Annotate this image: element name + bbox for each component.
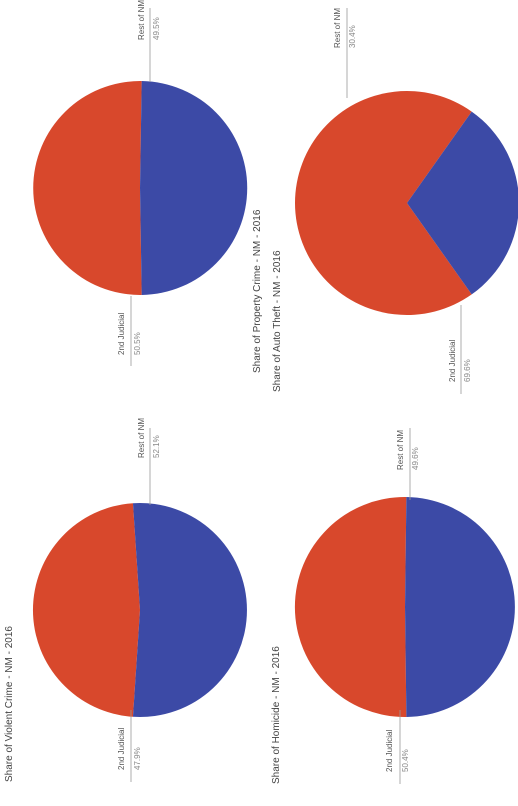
slice-label-rest-of-nm: Rest of NM xyxy=(333,8,342,48)
chart-property-crime: Share of Property Crime - NM - 2016 2nd … xyxy=(33,0,263,373)
pie-slice-2nd-judicial xyxy=(294,496,407,717)
slice-label-rest-of-nm: Rest of NM xyxy=(137,0,146,40)
chart-title: Share of Property Crime - NM - 2016 xyxy=(252,209,263,373)
chart-title: Share of Auto Theft - NM - 2016 xyxy=(272,250,283,392)
slice-value-2nd-judicial: 50.5% xyxy=(133,332,142,355)
slice-value-rest-of-nm: 30.4% xyxy=(348,25,357,48)
chart-homicide: Share of Homicide - NM - 2016 2nd Judici… xyxy=(271,428,515,784)
pie-slice-rest-of-nm xyxy=(405,497,515,717)
chart-auto-theft: Share of Auto Theft - NM - 2016 2nd Judi… xyxy=(272,8,518,394)
chart-title: Share of Violent Crime - NM - 2016 xyxy=(4,626,15,782)
slice-label-rest-of-nm: Rest of NM xyxy=(137,418,146,458)
pie-slice-rest-of-nm xyxy=(132,503,247,717)
slice-value-2nd-judicial: 50.4% xyxy=(401,749,410,772)
pie-slice-2nd-judicial xyxy=(33,81,142,295)
pie-slice-2nd-judicial xyxy=(32,503,140,717)
slice-label-2nd-judicial: 2nd Judicial xyxy=(117,313,126,355)
chart-title: Share of Homicide - NM - 2016 xyxy=(271,646,282,784)
slice-label-2nd-judicial: 2nd Judicial xyxy=(117,728,126,770)
slice-label-2nd-judicial: 2nd Judicial xyxy=(385,730,394,772)
pie-slice-rest-of-nm xyxy=(140,81,248,295)
slice-value-rest-of-nm: 49.5% xyxy=(152,17,161,40)
slice-value-2nd-judicial: 47.9% xyxy=(133,747,142,770)
slice-value-rest-of-nm: 52.1% xyxy=(152,435,161,458)
slice-label-rest-of-nm: Rest of NM xyxy=(396,430,405,470)
slice-value-2nd-judicial: 69.6% xyxy=(463,359,472,382)
slice-value-rest-of-nm: 49.6% xyxy=(411,447,420,470)
pie-slice-rest-of-nm xyxy=(407,111,518,295)
slice-label-2nd-judicial: 2nd Judicial xyxy=(448,340,457,382)
pie-slice-2nd-judicial xyxy=(295,91,472,315)
chart-violent-crime: Share of Violent Crime - NM - 2016 2nd J… xyxy=(4,418,247,782)
